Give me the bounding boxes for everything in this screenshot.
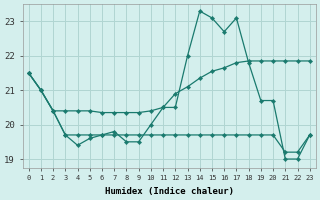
X-axis label: Humidex (Indice chaleur): Humidex (Indice chaleur) bbox=[105, 187, 234, 196]
